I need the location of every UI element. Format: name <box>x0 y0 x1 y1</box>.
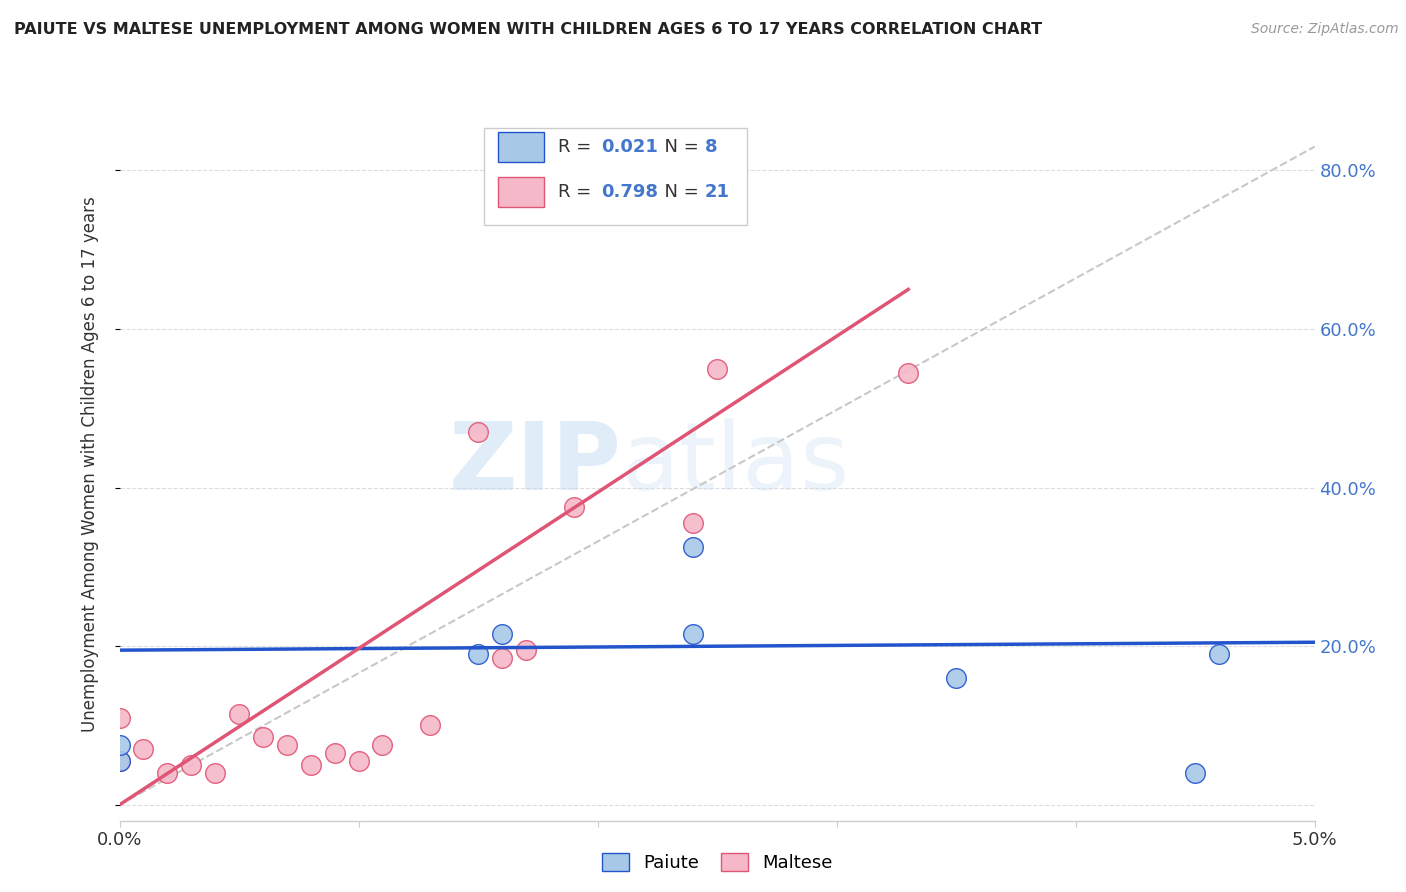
Point <box>371 739 394 753</box>
Text: 0.798: 0.798 <box>602 183 658 201</box>
Point <box>562 500 585 515</box>
Point <box>515 643 537 657</box>
Point <box>1208 647 1230 661</box>
Point <box>252 731 274 745</box>
Text: atlas: atlas <box>621 417 849 510</box>
Point <box>682 540 704 554</box>
Point <box>180 758 202 772</box>
Point <box>108 754 131 768</box>
Text: R =: R = <box>558 138 598 156</box>
Point <box>897 366 920 380</box>
FancyBboxPatch shape <box>498 132 544 162</box>
Point <box>347 754 370 768</box>
Point <box>491 651 513 665</box>
Point <box>491 627 513 641</box>
Point <box>276 739 298 753</box>
Legend: Paiute, Maltese: Paiute, Maltese <box>595 846 839 880</box>
Text: 0.021: 0.021 <box>602 138 658 156</box>
Point <box>156 766 179 780</box>
Point <box>108 710 131 724</box>
Point <box>204 766 226 780</box>
Text: 8: 8 <box>704 138 717 156</box>
Y-axis label: Unemployment Among Women with Children Ages 6 to 17 years: Unemployment Among Women with Children A… <box>80 196 98 731</box>
Point <box>108 739 131 753</box>
Point <box>682 516 704 531</box>
Point <box>682 627 704 641</box>
Point <box>706 361 728 376</box>
Point <box>467 647 489 661</box>
Text: N =: N = <box>652 138 704 156</box>
Point <box>467 425 489 439</box>
Text: R =: R = <box>558 183 598 201</box>
Point <box>945 671 967 685</box>
Point <box>1184 766 1206 780</box>
Text: ZIP: ZIP <box>449 417 621 510</box>
Point <box>228 706 250 721</box>
Text: 21: 21 <box>704 183 730 201</box>
Point <box>299 758 322 772</box>
Text: Source: ZipAtlas.com: Source: ZipAtlas.com <box>1251 22 1399 37</box>
Point <box>419 718 441 732</box>
Text: PAIUTE VS MALTESE UNEMPLOYMENT AMONG WOMEN WITH CHILDREN AGES 6 TO 17 YEARS CORR: PAIUTE VS MALTESE UNEMPLOYMENT AMONG WOM… <box>14 22 1042 37</box>
Point <box>108 754 131 768</box>
Point <box>132 742 155 756</box>
FancyBboxPatch shape <box>484 128 747 225</box>
Text: N =: N = <box>652 183 704 201</box>
FancyBboxPatch shape <box>498 177 544 207</box>
Point <box>323 746 346 760</box>
